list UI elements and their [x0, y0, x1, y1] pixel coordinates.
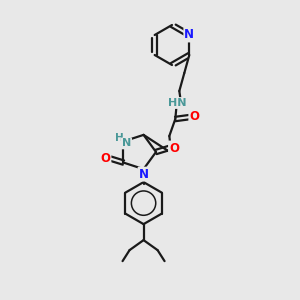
Text: N: N [184, 28, 194, 41]
Text: O: O [189, 110, 199, 124]
Text: N: N [139, 168, 148, 181]
Text: H: H [115, 134, 124, 143]
Text: N: N [122, 138, 131, 148]
Text: O: O [169, 142, 179, 154]
Text: O: O [100, 152, 110, 165]
Text: HN: HN [168, 98, 187, 108]
